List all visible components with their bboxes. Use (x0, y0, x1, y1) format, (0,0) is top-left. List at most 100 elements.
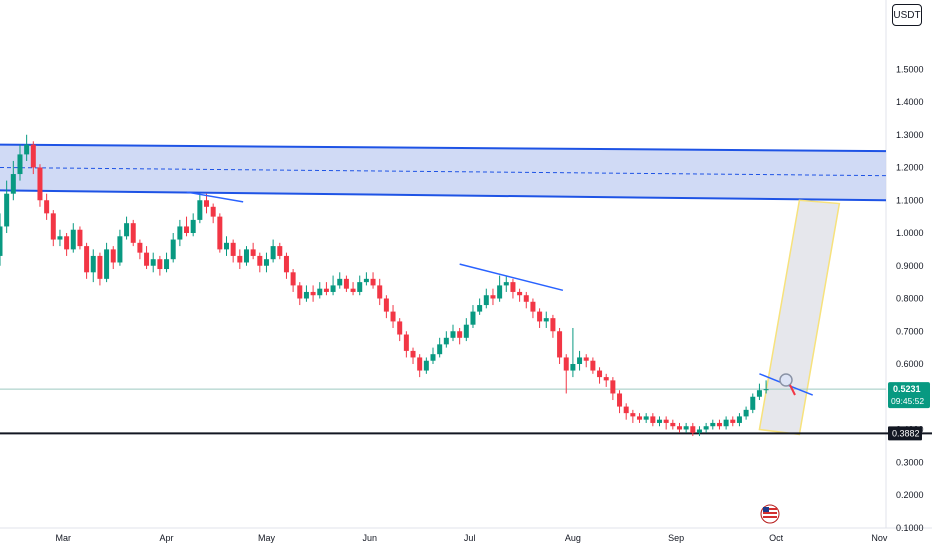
currency-button[interactable]: USDT (892, 4, 922, 26)
candle-body (530, 301, 536, 312)
candle-body (563, 357, 569, 371)
candle-body (157, 259, 163, 270)
candle-body (756, 390, 762, 397)
current-price-label: 0.5231 (893, 384, 921, 394)
candle-body (603, 377, 609, 381)
y-tick-label: 1.3000 (896, 130, 924, 140)
candle-body (70, 229, 76, 250)
y-tick-label: 0.2000 (896, 490, 924, 500)
candle-body (77, 229, 83, 247)
candle-body (716, 422, 722, 427)
candle-body (630, 413, 636, 417)
candle-body (117, 236, 123, 263)
candle-body (64, 236, 70, 250)
resistance-zone-bottom-line (0, 189, 887, 202)
candle-body (743, 409, 749, 417)
candle-body (730, 419, 736, 423)
candle-body (390, 311, 396, 322)
candle-body (144, 252, 150, 266)
y-tick-label: 0.3000 (896, 457, 924, 467)
candle-body (10, 174, 16, 194)
candle-body (357, 282, 363, 292)
candle-body (317, 288, 323, 296)
magnifier-icon (779, 373, 793, 387)
candle-body (437, 344, 443, 355)
candle-body (204, 200, 210, 207)
candle-body (490, 295, 496, 299)
candle-body (84, 246, 90, 273)
chart-title: CRV / TetherUS, 1D, BINANCE (6, 8, 160, 20)
candle-body (583, 357, 589, 361)
event-flag-stripe (763, 516, 777, 518)
candle-body (637, 416, 643, 420)
candle-body (237, 255, 243, 263)
candle-body (303, 291, 309, 299)
candle-body (297, 285, 303, 299)
highlight-box (758, 199, 841, 436)
candle-body (283, 255, 289, 273)
candle-body (4, 193, 10, 227)
candle-body (30, 144, 36, 168)
candle-body (243, 249, 249, 263)
candle-body (150, 259, 156, 266)
y-tick-label: 1.4000 (896, 97, 924, 107)
candle-body (443, 337, 449, 345)
candle-body (750, 396, 756, 410)
y-tick-label: 0.8000 (896, 294, 924, 304)
candle-body (184, 226, 190, 233)
x-tick-label: Jun (362, 533, 377, 543)
candle-body (230, 242, 236, 256)
y-tick-label: 0.7000 (896, 326, 924, 336)
candle-body (537, 311, 543, 322)
candle-body (523, 295, 529, 302)
candle-body (164, 259, 170, 270)
event-flag-icon (760, 504, 780, 524)
candle-body (623, 406, 629, 414)
x-tick-label: Sep (668, 533, 684, 543)
candle-body (417, 357, 423, 371)
candle-body (570, 364, 576, 371)
y-tick-label: 0.5000 (896, 392, 924, 402)
x-tick-label: Apr (160, 533, 174, 543)
trendline-1 (186, 191, 244, 203)
candle-body (457, 331, 463, 338)
candle-body (617, 393, 623, 407)
candle-body (410, 350, 416, 358)
x-tick-label: Mar (56, 533, 72, 543)
resistance-zone-midline (0, 167, 887, 177)
candle-body (450, 331, 456, 338)
x-tick-label: Oct (769, 533, 784, 543)
candle-body (517, 291, 523, 296)
candle-body (503, 282, 509, 286)
candle-body (663, 419, 669, 423)
candle-body (177, 226, 183, 240)
candle-body (130, 223, 136, 243)
candle-body (463, 324, 469, 338)
candle-body (210, 206, 216, 217)
event-flag-canton (763, 507, 769, 512)
candle-body (124, 223, 130, 237)
candle-body (257, 255, 263, 266)
candle-body (223, 242, 229, 250)
event-flag-stripe (763, 512, 777, 514)
candle-body (670, 422, 676, 427)
candle-body (690, 426, 696, 433)
candle-body (277, 246, 283, 256)
x-tick-label: May (258, 533, 276, 543)
y-tick-label: 1.2000 (896, 163, 924, 173)
y-tick-label: 1.0000 (896, 228, 924, 238)
candle-body (343, 278, 349, 289)
candle-body (577, 357, 583, 364)
candle-body (710, 422, 716, 427)
y-tick-label: 0.6000 (896, 359, 924, 369)
candle-body (683, 426, 689, 430)
candle-body (696, 429, 702, 433)
candle-body (557, 331, 563, 358)
candle-body (397, 321, 403, 335)
candle-body (104, 249, 110, 279)
y-tick-label: 1.5000 (896, 64, 924, 74)
candle-body (110, 249, 116, 263)
candle-body (350, 288, 356, 292)
